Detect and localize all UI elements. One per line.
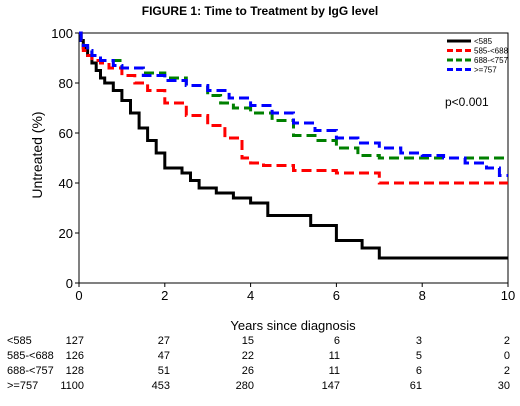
legend-label: 585-<688 xyxy=(474,47,509,56)
y-tick-label: 0 xyxy=(66,276,73,291)
series-line-4 xyxy=(79,31,508,177)
y-tick-label: 100 xyxy=(51,26,73,41)
risk-table-cell: 126 xyxy=(66,350,84,362)
y-tick-label: 80 xyxy=(59,76,73,91)
legend-label: 688-<757 xyxy=(474,56,509,65)
x-tick-label: 0 xyxy=(75,288,82,303)
risk-table-cell: 26 xyxy=(242,365,254,377)
risk-table-cell: 51 xyxy=(158,365,170,377)
risk-table-cell: 280 xyxy=(236,380,254,392)
series-lines xyxy=(79,31,508,260)
x-axis-label: Years since diagnosis xyxy=(230,318,356,333)
x-tick-label: 10 xyxy=(501,288,515,303)
risk-table-row-label: >=757 xyxy=(7,380,38,392)
series-line-2 xyxy=(79,31,508,185)
risk-table-row-label: 585-<688 xyxy=(7,350,54,362)
risk-table-row-label: 688-<757 xyxy=(7,365,54,377)
risk-table-cell: 2 xyxy=(504,365,510,377)
x-tick-label: 4 xyxy=(247,288,254,303)
risk-table-cell: 11 xyxy=(329,350,340,362)
risk-table-cell: 6 xyxy=(416,365,422,377)
risk-table-row-label: <585 xyxy=(7,335,32,347)
series-line-3 xyxy=(79,31,508,160)
legend-label: <585 xyxy=(474,37,493,46)
y-tick-label: 40 xyxy=(59,176,73,191)
risk-table-cell: 5 xyxy=(416,350,422,362)
p-value-annotation: p<0.001 xyxy=(445,95,489,109)
x-tick-label: 2 xyxy=(161,288,168,303)
risk-table-cell: 0 xyxy=(504,350,510,362)
risk-table-cell: 128 xyxy=(66,365,84,377)
risk-table-cell: 27 xyxy=(158,335,170,347)
risk-table-cell: 127 xyxy=(66,335,84,347)
risk-table-cell: 147 xyxy=(322,380,340,392)
chart-title: FIGURE 1: Time to Treatment by IgG level xyxy=(142,4,379,18)
risk-table-cell: 3 xyxy=(416,335,422,347)
risk-table-cell: 2 xyxy=(504,335,510,347)
risk-table-cell: 47 xyxy=(158,350,170,362)
plot-frame xyxy=(78,32,509,284)
legend-label: >=757 xyxy=(474,66,497,75)
x-tick-label: 6 xyxy=(333,288,340,303)
y-tick-label: 60 xyxy=(59,126,73,141)
risk-table-cell: 1100 xyxy=(60,380,84,392)
risk-table-cell: 22 xyxy=(242,350,254,362)
x-tick-label: 8 xyxy=(419,288,426,303)
risk-table-cell: 453 xyxy=(152,380,170,392)
series-line-1 xyxy=(79,31,508,260)
risk-table-cell: 11 xyxy=(329,365,340,377)
risk-table-cell: 30 xyxy=(498,380,510,392)
risk-table-cell: 15 xyxy=(242,335,254,347)
risk-table-cell: 6 xyxy=(334,335,340,347)
risk-table: <585 127 27 15 6 3 2 585-<688 126 47 22 11 5 0 688-<75… xyxy=(7,335,510,392)
risk-table-cell: 61 xyxy=(410,380,422,392)
y-axis-label: Untreated (%) xyxy=(29,111,45,198)
y-tick-label: 20 xyxy=(59,226,73,241)
